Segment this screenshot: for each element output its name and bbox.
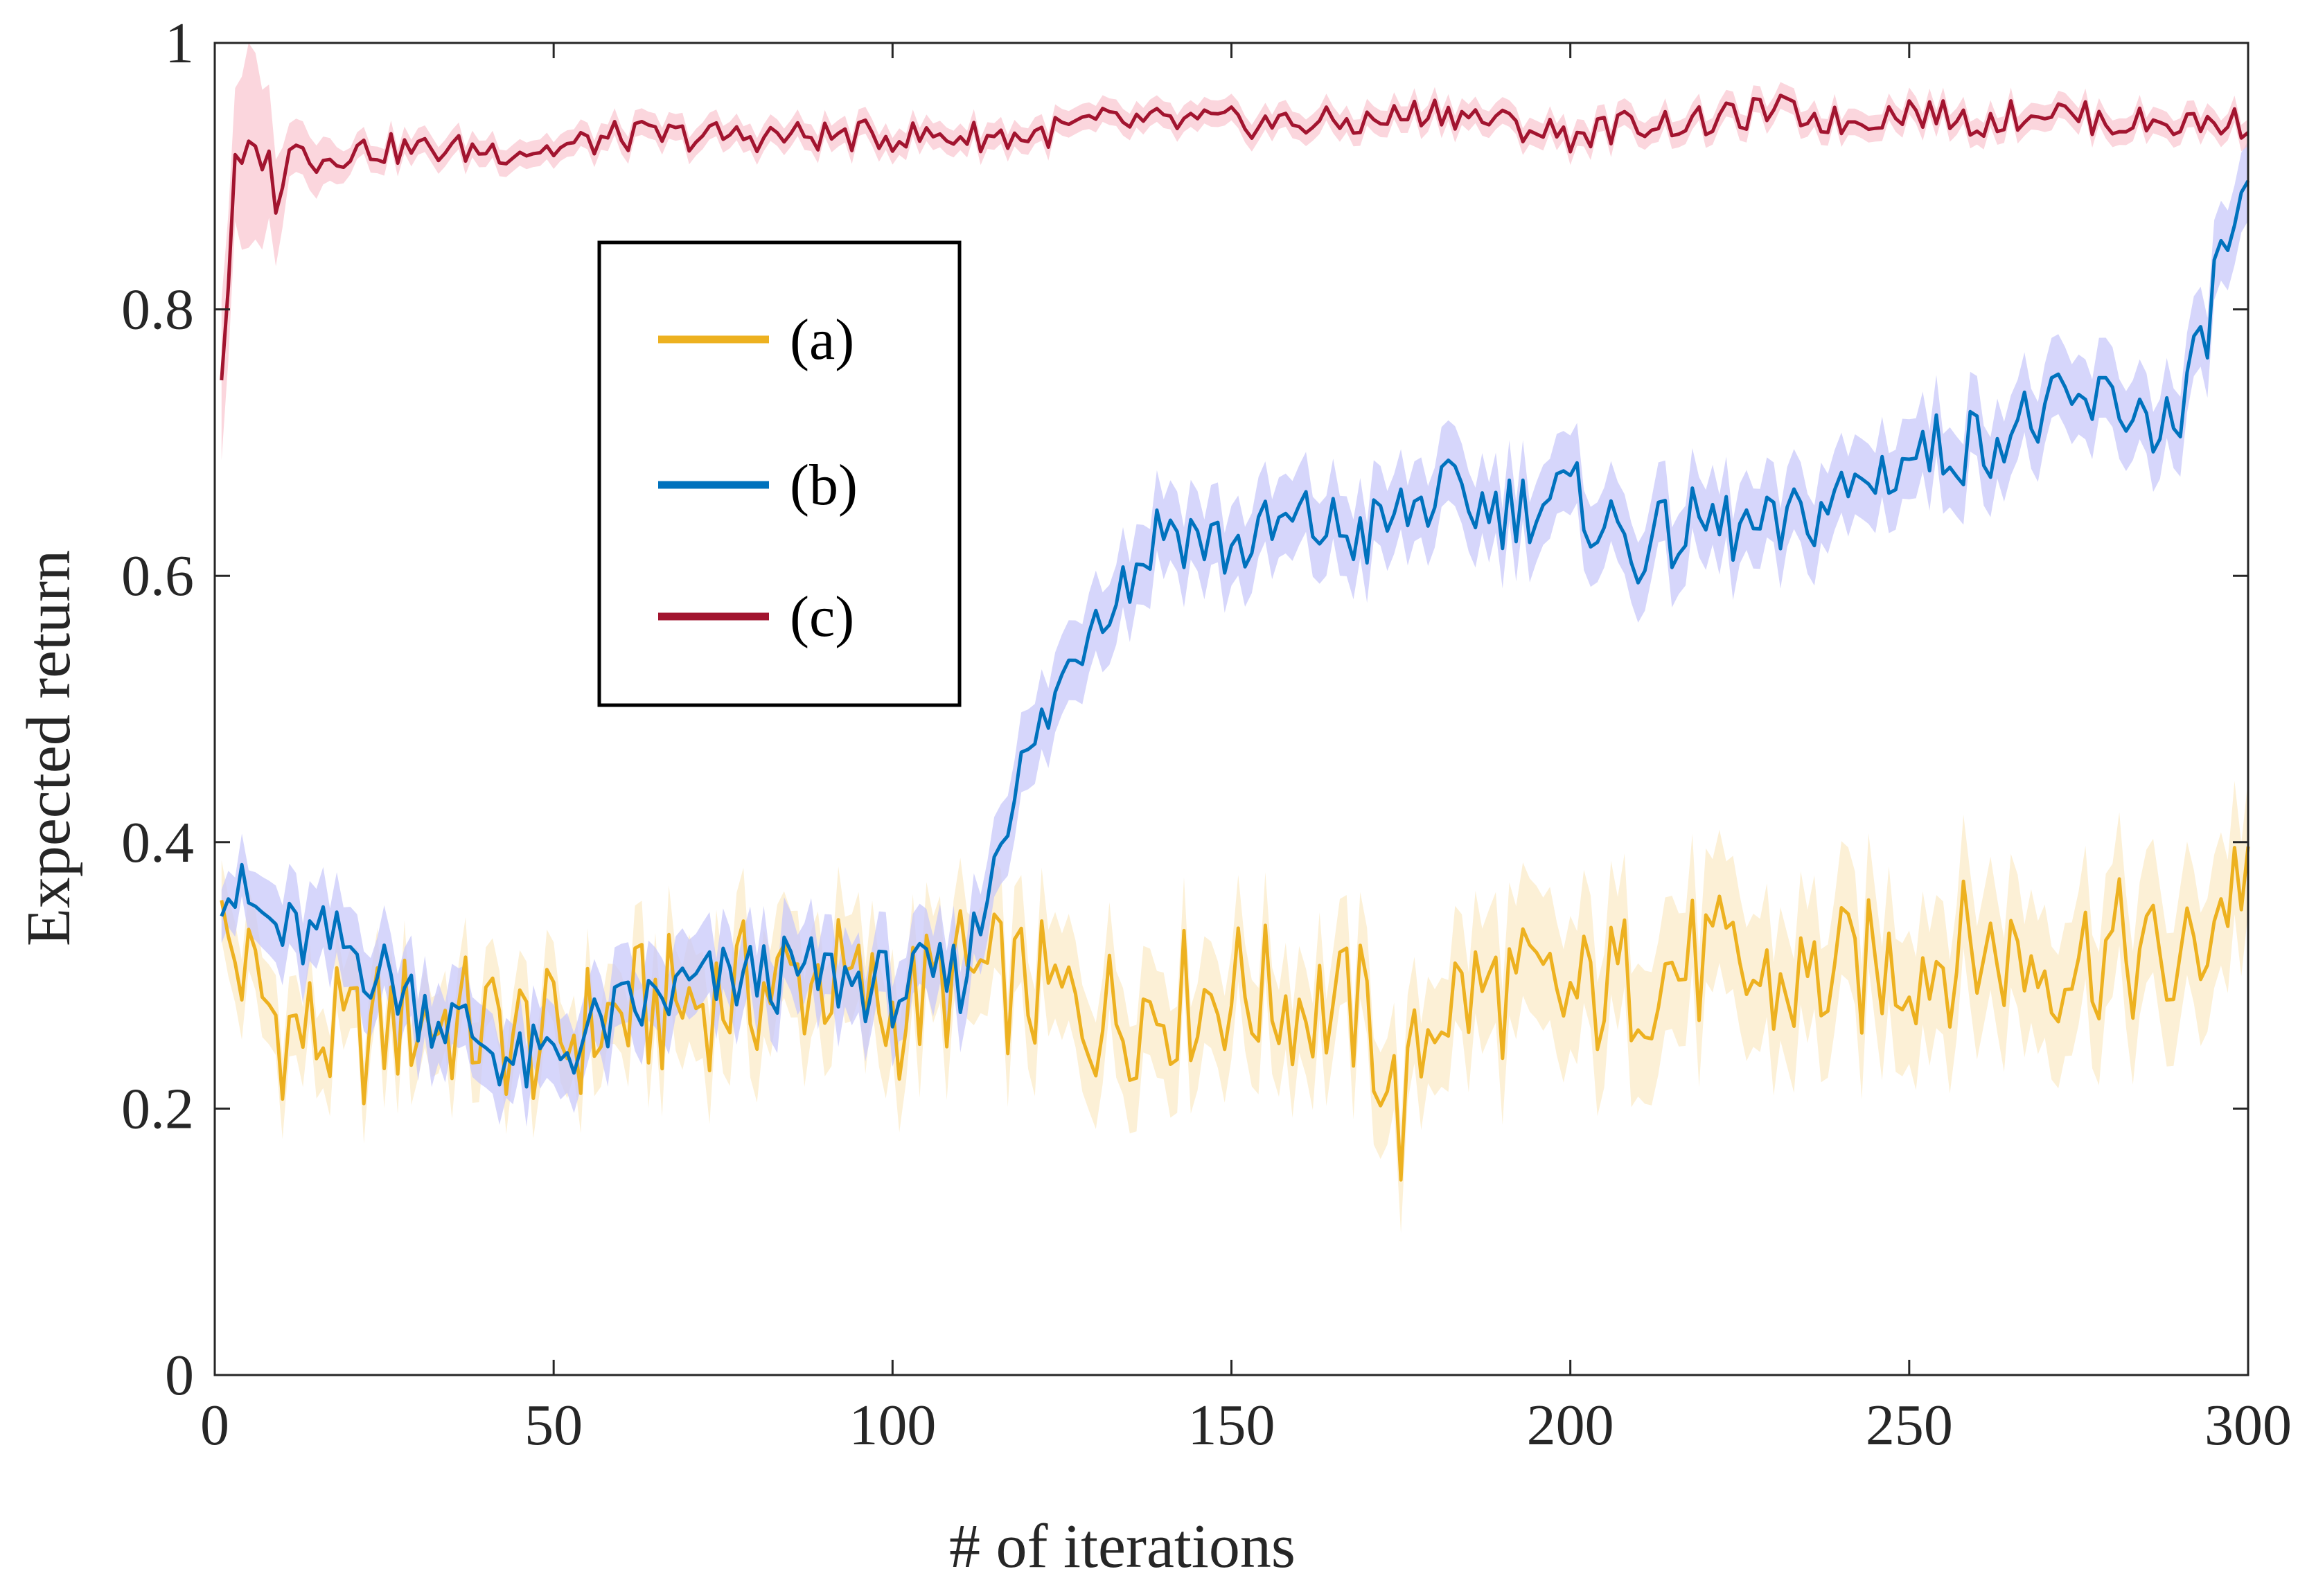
legend-box xyxy=(597,240,962,707)
y-tick-label: 0 xyxy=(165,1343,194,1408)
y-tick-label: 0.6 xyxy=(121,544,194,608)
legend-item-a-label: (a) xyxy=(790,308,854,372)
legend-items: (a) (b) (c) xyxy=(658,308,858,649)
legend-item-a: (a) xyxy=(658,308,854,372)
y-axis-title: Expected return xyxy=(15,550,83,946)
series-a-band xyxy=(221,780,2248,1234)
series-c-line xyxy=(220,94,2249,381)
series-lines xyxy=(220,94,2250,1182)
series-a-line xyxy=(220,846,2250,1182)
x-tick-label: 50 xyxy=(524,1393,583,1457)
legend-item-b: (b) xyxy=(658,453,858,517)
y-tick-label: 0.4 xyxy=(121,810,194,875)
legend-item-b-label: (b) xyxy=(790,453,858,517)
y-tick-label: 0.2 xyxy=(121,1076,194,1141)
x-axis-title: # of iterations xyxy=(949,1512,1296,1581)
axis-ticks xyxy=(213,42,2249,1376)
legend-item-c: (c) xyxy=(658,585,854,649)
x-tick-label: 300 xyxy=(2204,1393,2292,1457)
x-tick-label: 0 xyxy=(200,1393,229,1457)
x-tick-label: 150 xyxy=(1188,1393,1275,1457)
y-tick-label: 1 xyxy=(165,11,194,76)
legend-item-c-label: (c) xyxy=(790,585,854,649)
confidence-bands xyxy=(221,43,2248,1234)
series-c-band xyxy=(221,43,2248,461)
series-b-band xyxy=(221,141,2248,1127)
series-b-line xyxy=(220,179,2250,1089)
x-tick-label: 250 xyxy=(1866,1393,1953,1457)
tick-labels: 0 50 100 150 200 250 300 0 0.2 0.4 0.6 0.8 1 xyxy=(121,11,2292,1457)
x-tick-label: 200 xyxy=(1527,1393,1614,1457)
y-tick-label: 0.8 xyxy=(121,278,194,342)
legend: (a) (b) (c) xyxy=(597,240,962,707)
x-tick-label: 100 xyxy=(849,1393,936,1457)
